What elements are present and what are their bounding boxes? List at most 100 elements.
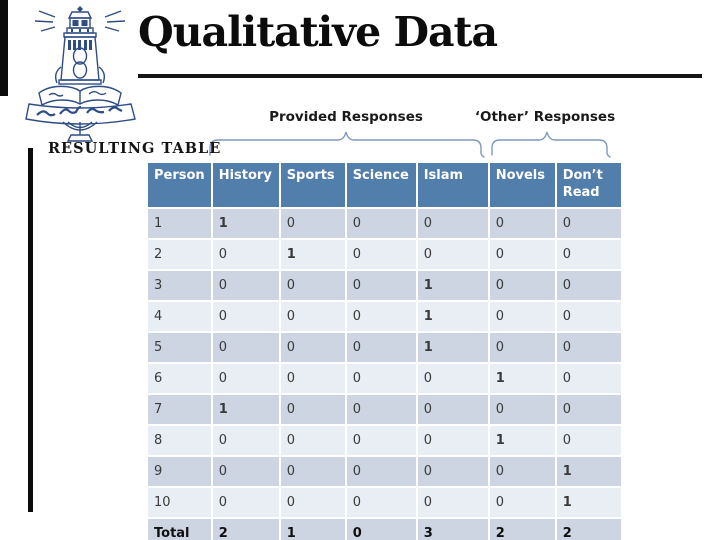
value-cell: 1	[489, 426, 555, 455]
value-cell: 0	[212, 426, 279, 455]
value-cell: 0	[489, 271, 555, 300]
accent-bar	[28, 148, 33, 512]
value-cell: 0	[280, 209, 345, 238]
value-cell: 1	[489, 364, 555, 393]
value-cell: 0	[346, 271, 416, 300]
value-cell: 0	[417, 209, 488, 238]
person-cell: 3	[148, 271, 211, 300]
value-cell: 0	[489, 395, 555, 424]
value-cell: 0	[346, 364, 416, 393]
person-cell: 4	[148, 302, 211, 331]
value-cell: 0	[346, 302, 416, 331]
value-cell: 0	[556, 271, 621, 300]
value-cell: 0	[280, 426, 345, 455]
person-cell: 10	[148, 488, 211, 517]
value-cell: 0	[489, 488, 555, 517]
value-cell: 0	[212, 333, 279, 362]
value-cell: 0	[212, 302, 279, 331]
person-cell: 2	[148, 240, 211, 269]
column-header: Islam	[417, 163, 488, 207]
value-cell: 0	[417, 426, 488, 455]
column-header: Science	[346, 163, 416, 207]
person-cell: 7	[148, 395, 211, 424]
value-cell: 0	[280, 302, 345, 331]
value-cell: 0	[489, 457, 555, 486]
value-cell: 0	[280, 395, 345, 424]
value-cell: 1	[417, 271, 488, 300]
person-cell: 8	[148, 426, 211, 455]
table-row: 10 0 0 0 0 0 1	[148, 488, 621, 517]
person-cell: 9	[148, 457, 211, 486]
value-cell: 2	[556, 519, 621, 540]
group-braces	[209, 131, 611, 158]
value-cell: 0	[346, 240, 416, 269]
value-cell: 1	[280, 519, 345, 540]
other-responses-label: ‘Other’ Responses	[474, 109, 616, 125]
value-cell: 0	[346, 426, 416, 455]
university-logo-icon	[25, 6, 136, 142]
value-cell: 1	[280, 240, 345, 269]
value-cell: 3	[417, 519, 488, 540]
value-cell: 0	[417, 457, 488, 486]
value-cell: 0	[346, 333, 416, 362]
person-cell: Total	[148, 519, 211, 540]
section-label: RESULTING TABLE	[48, 140, 222, 157]
value-cell: 0	[417, 240, 488, 269]
value-cell: 0	[489, 209, 555, 238]
value-cell: 0	[556, 240, 621, 269]
value-cell: 0	[346, 488, 416, 517]
results-table: Person History Sports Science Islam Novels Don…	[146, 161, 623, 540]
column-header: Person	[148, 163, 211, 207]
person-cell: 5	[148, 333, 211, 362]
results-table-container: Person History Sports Science Islam Novels Don…	[146, 161, 623, 540]
value-cell: 0	[280, 488, 345, 517]
value-cell: 1	[556, 457, 621, 486]
value-cell: 0	[346, 457, 416, 486]
value-cell: 0	[280, 457, 345, 486]
title-underline	[138, 74, 702, 78]
column-header: History	[212, 163, 279, 207]
value-cell: 0	[212, 488, 279, 517]
value-cell: 0	[489, 240, 555, 269]
value-cell: 0	[346, 519, 416, 540]
person-cell: 6	[148, 364, 211, 393]
value-cell: 0	[556, 209, 621, 238]
other-responses-brace-icon	[491, 131, 611, 158]
value-cell: 0	[280, 271, 345, 300]
header-row: Person History Sports Science Islam Novels Don…	[148, 163, 621, 207]
value-cell: 0	[346, 209, 416, 238]
value-cell: 2	[489, 519, 555, 540]
column-header: Don’t Read	[556, 163, 621, 207]
value-cell: 1	[212, 209, 279, 238]
value-cell: 1	[212, 395, 279, 424]
value-cell: 0	[556, 364, 621, 393]
column-header: Sports	[280, 163, 345, 207]
value-cell: 0	[417, 488, 488, 517]
value-cell: 1	[556, 488, 621, 517]
value-cell: 0	[212, 457, 279, 486]
value-cell: 0	[280, 333, 345, 362]
value-cell: 0	[212, 271, 279, 300]
table-header: Person History Sports Science Islam Novels Don…	[148, 163, 621, 207]
value-cell: 2	[212, 519, 279, 540]
column-header: Novels	[489, 163, 555, 207]
value-cell: 1	[417, 302, 488, 331]
page-title: Qualitative Data	[138, 8, 498, 56]
provided-responses-label: Provided Responses	[269, 109, 423, 125]
value-cell: 0	[212, 364, 279, 393]
value-cell: 0	[556, 302, 621, 331]
value-cell: 1	[417, 333, 488, 362]
value-cell: 0	[489, 333, 555, 362]
value-cell: 0	[556, 333, 621, 362]
